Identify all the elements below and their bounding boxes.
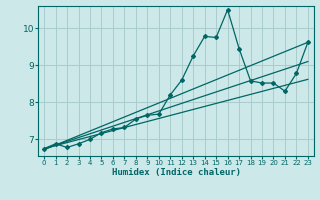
X-axis label: Humidex (Indice chaleur): Humidex (Indice chaleur) [111,168,241,177]
